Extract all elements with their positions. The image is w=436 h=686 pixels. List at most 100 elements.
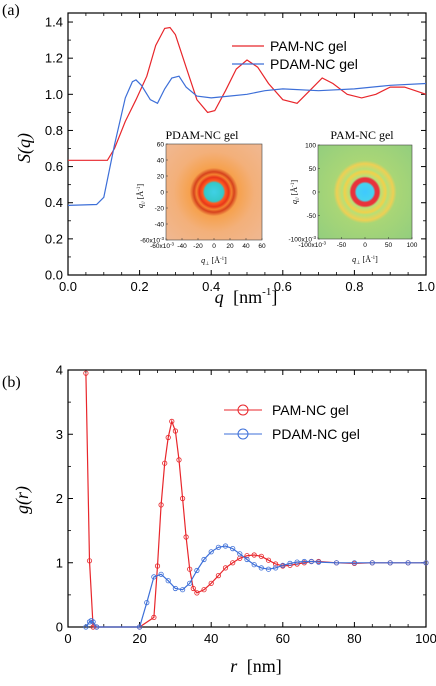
inset-x-tick-label: 0 (363, 242, 367, 249)
series-point-0 (165, 434, 171, 441)
series-point-1 (172, 585, 178, 592)
series-point-0 (201, 587, 207, 593)
legend-b-pam-marker (237, 404, 249, 416)
plot-b-ylabel: g(r) (12, 486, 33, 514)
inset-x-tick-label: 60 (258, 243, 266, 250)
y-tick-label: 2 (56, 491, 63, 506)
x-tick-label: 100 (415, 631, 436, 646)
x-tick-label: 0.0 (59, 279, 77, 294)
inset-x-tick-label: 0 (212, 243, 216, 250)
series-point-1 (315, 559, 322, 565)
inset-x-tick-label: -100x10-3 (298, 241, 326, 250)
series-point-0 (86, 558, 93, 564)
y-tick-label: 3 (56, 427, 63, 442)
inset-y-tick-label: -100x10-3 (288, 235, 316, 244)
plot-a-ylabel: S(q) (14, 133, 35, 163)
y-tick-label: 1.4 (45, 15, 63, 30)
series-point-0 (158, 502, 164, 508)
series-point-1 (94, 624, 100, 630)
x-tick-label: 1.0 (417, 279, 435, 294)
series-point-1 (208, 549, 214, 555)
series-point-0 (244, 553, 250, 559)
plot-a-ticks: 0.0 0.2 0.4 0.6 0.8 1.0 0.0 0.2 0.4 0.6 0.8 1.0 1.2 1… (45, 13, 435, 294)
inset-x-tick-label: 100 (407, 242, 418, 249)
inset-x-exp: -3 (322, 241, 326, 246)
series-point-0 (83, 370, 89, 376)
series-point-1 (387, 560, 393, 566)
series-point-1 (251, 562, 257, 568)
series-point-0 (208, 580, 214, 586)
inset-y-tick-label: 20 (157, 173, 165, 180)
series-point-0 (194, 590, 200, 596)
series-point-1 (194, 567, 200, 574)
inset-pam-xlabel: q⊥ [Å-1] (352, 255, 378, 266)
series-point-1 (180, 587, 186, 593)
series-point-1 (265, 566, 272, 572)
x-tick-label: 0.2 (131, 279, 149, 294)
series-point-0 (151, 614, 157, 621)
series-point-0 (176, 457, 182, 463)
plot-a-xlabel: q [nm-1] (215, 286, 278, 307)
x-tick-label: 80 (347, 631, 361, 646)
series-point-1 (405, 560, 411, 566)
y-tick-label: 0.6 (45, 159, 63, 174)
series-point-1 (151, 574, 157, 580)
x-tick-label: 0.6 (274, 279, 292, 294)
panel-b-label: (b) (2, 374, 21, 391)
inset-x-tick-label: 50 (385, 242, 393, 249)
series-point-1 (83, 624, 89, 630)
series-point-0 (154, 563, 161, 569)
y-tick-label: 4 (56, 363, 63, 378)
series-point-0 (183, 534, 189, 540)
x-tick-label: 60 (276, 631, 290, 646)
series-point-1 (423, 560, 429, 566)
series-point-1 (244, 556, 250, 563)
series-point-0 (180, 495, 186, 502)
inset-x-tick-label: 20 (226, 243, 234, 250)
inset-x-tick-label: -50 (337, 242, 347, 249)
y-tick-label: 0.2 (45, 231, 63, 246)
inset-y-tick-label: 40 (157, 157, 165, 164)
series-point-0 (169, 418, 175, 424)
legend-b-pdam-marker (237, 428, 249, 440)
inset-y-tick-label: -60x10-3 (140, 236, 164, 245)
series-point-0 (187, 566, 193, 572)
inset-y-tick-label: 60 (157, 141, 165, 148)
series-point-1 (165, 578, 171, 584)
inset-y-tick-label: 50 (309, 166, 317, 173)
series-line-0 (85, 373, 426, 628)
series-point-1 (137, 624, 143, 630)
inset-pam-pattern: PAM-NC gel 100 50 0 -50 -100x10-3-100x10-3 -5… (288, 128, 417, 266)
series-point-1 (237, 551, 243, 557)
inset-x-tick-label: -60x10-3 (150, 242, 174, 251)
series-point-0 (272, 561, 279, 567)
y-tick-label: 1.0 (45, 87, 63, 102)
series-point-1 (222, 543, 229, 549)
plot-b-series (83, 370, 429, 630)
series-point-0 (265, 557, 272, 563)
series-point-1 (144, 599, 150, 606)
legend-b-pdam-label: PDAM-NC gel (272, 426, 360, 442)
series-point-0 (90, 624, 96, 630)
series-point-1 (230, 545, 236, 552)
series-point-1 (333, 560, 340, 566)
panel-a: (a) 0.0 0.2 0.4 0.6 0.8 1.0 0.0 0.2 0.4 0.6 0.8 1.0… (2, 2, 435, 307)
inset-x-tick-label: 40 (242, 243, 250, 250)
series-point-1 (215, 544, 221, 550)
x-tick-label: 0.4 (202, 279, 220, 294)
panel-b: (b) 0 20 40 60 80 100 0 1 2 3 4 g(r) r [nm] PAM-NC… (2, 363, 436, 677)
series-point-0 (162, 460, 168, 466)
x-tick-label: 40 (204, 631, 218, 646)
series-point-0 (172, 428, 178, 434)
inset-pdam-pattern: PDAM-NC gel 6040200-20-40-60x10-3-60x10-… (136, 128, 266, 267)
inset-pdam-xlabel: q⊥ [Å-1] (201, 256, 227, 267)
series-line-0 (68, 26, 427, 161)
inset-y-tick-label: -40 (155, 221, 165, 228)
series-point-1 (301, 558, 307, 565)
inset-x-tick-label: -20 (193, 243, 203, 250)
legend-a-pdam-label: PDAM-NC gel (270, 56, 358, 72)
y-tick-label: 0.8 (45, 123, 63, 138)
inset-y-tick-label: 0 (160, 189, 164, 196)
y-tick-label: 1 (56, 555, 63, 570)
